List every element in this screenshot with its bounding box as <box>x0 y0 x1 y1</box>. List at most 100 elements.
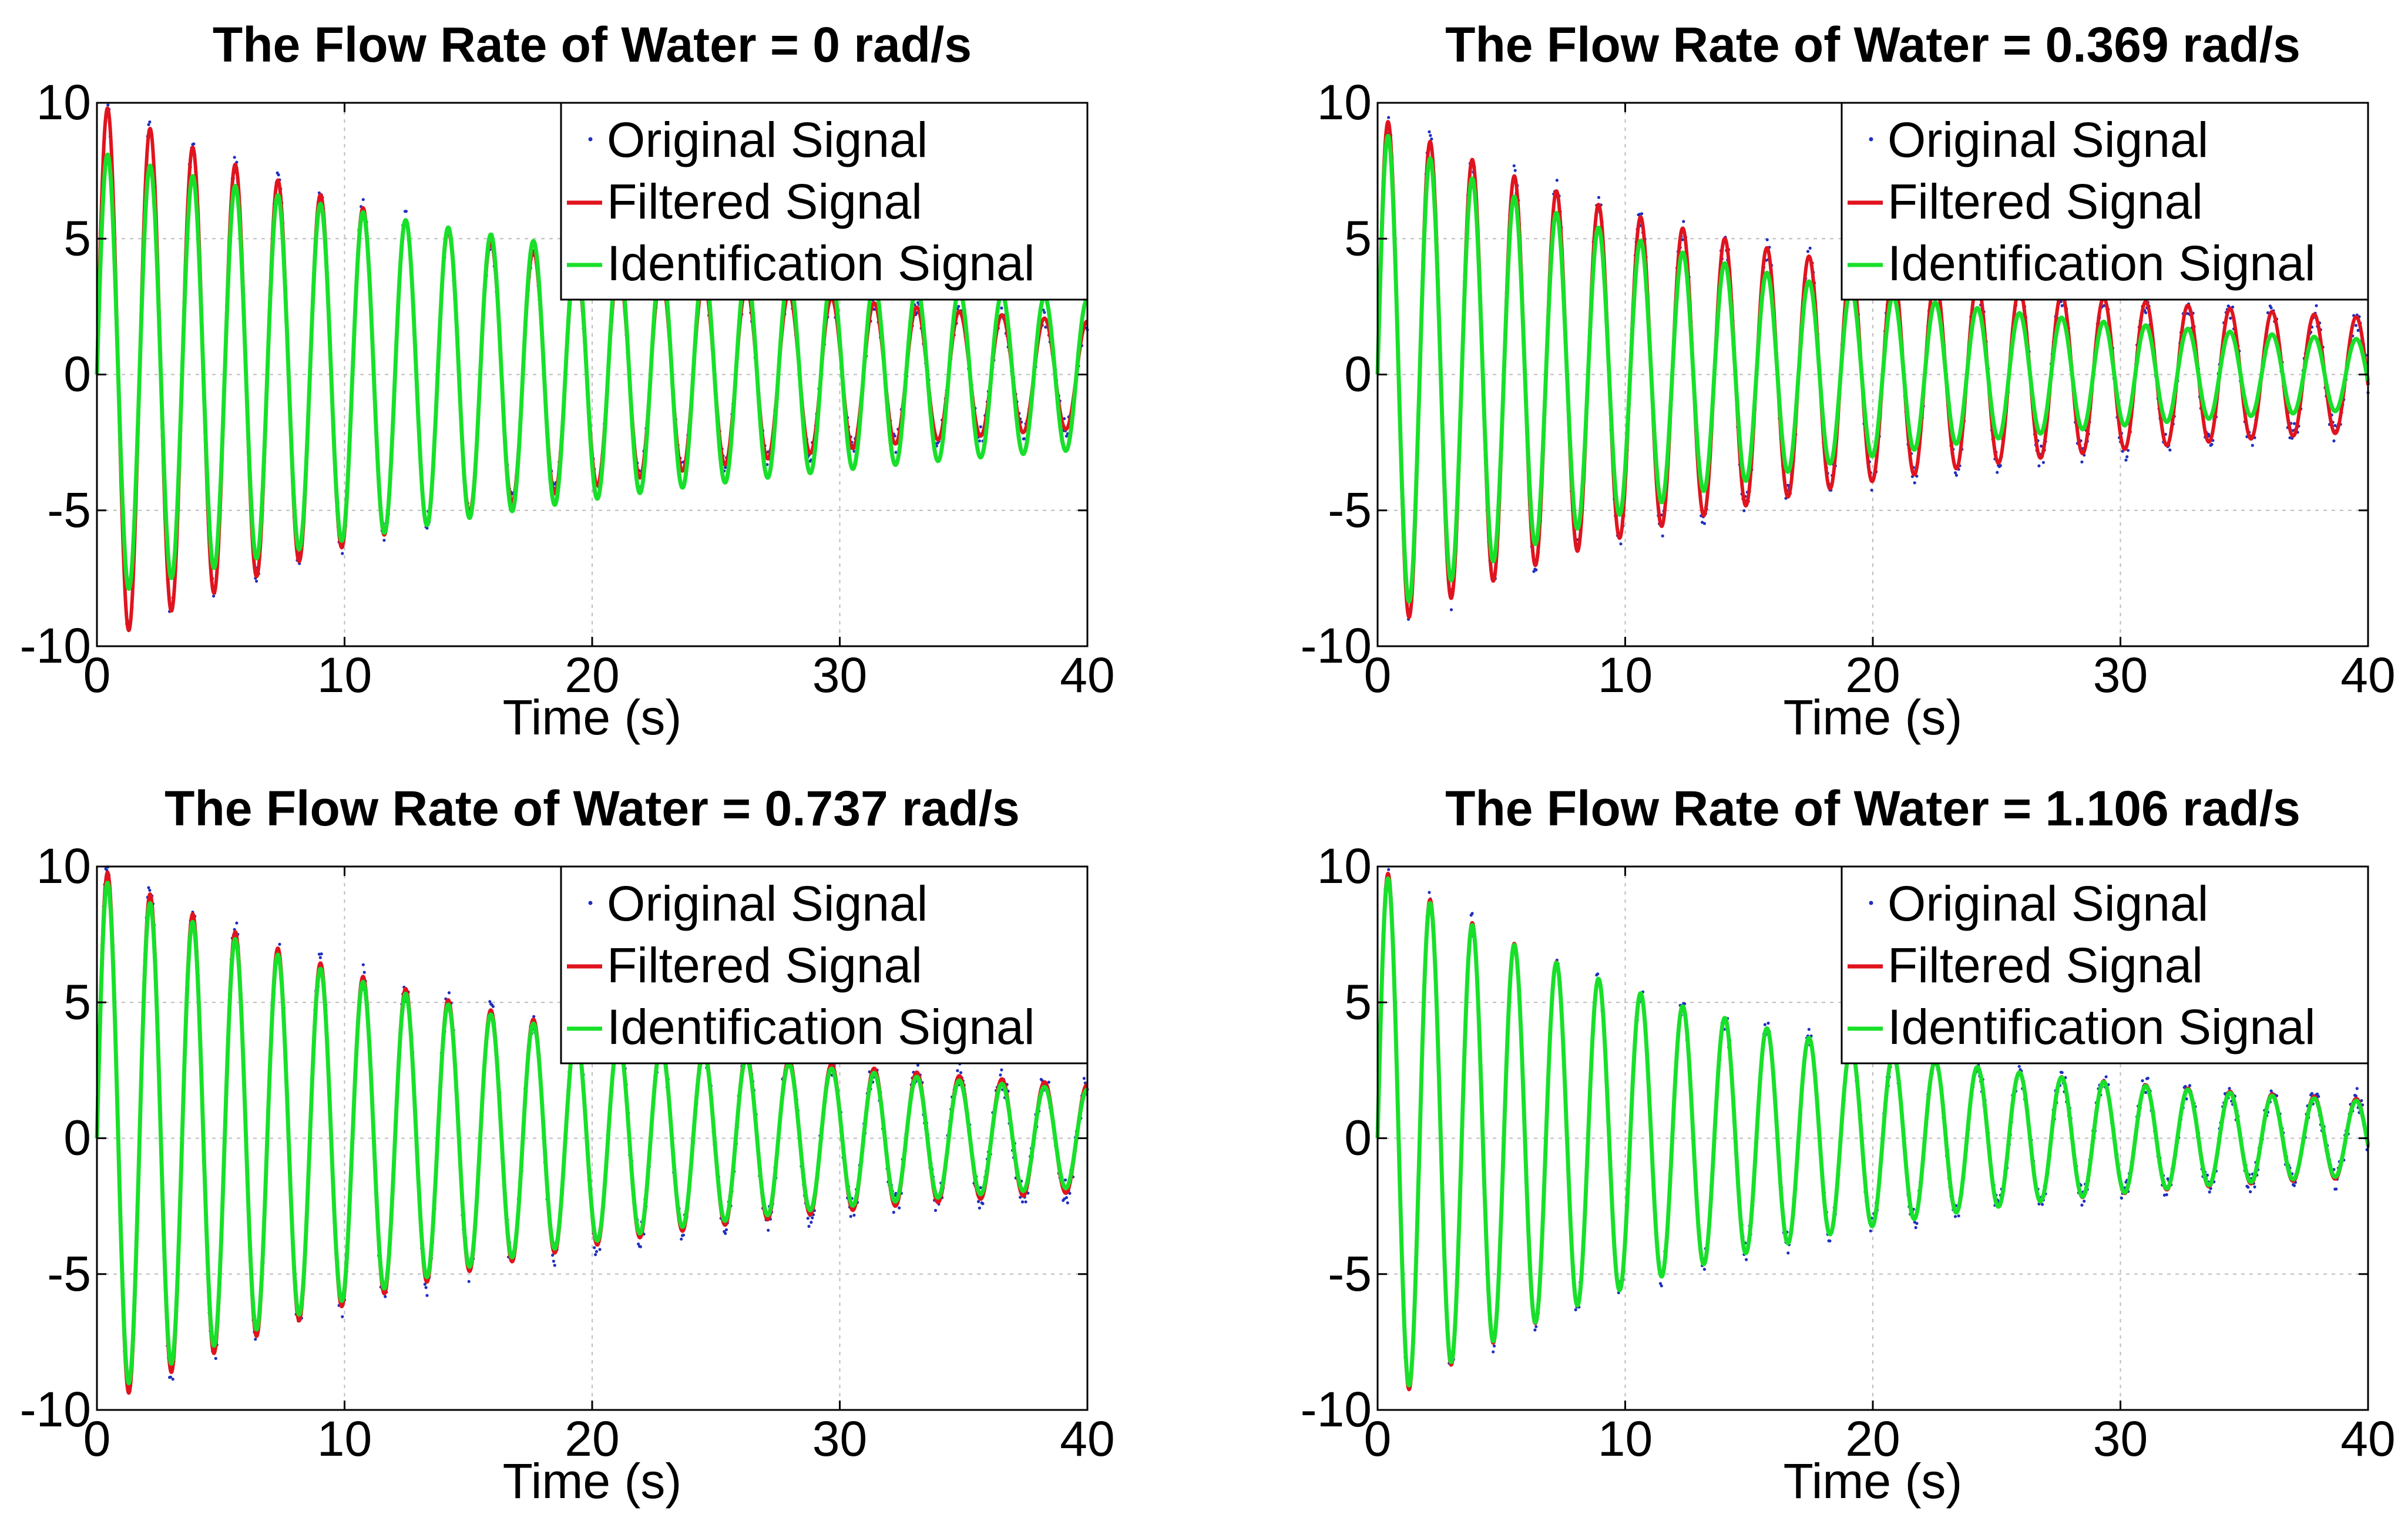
original-signal-point <box>807 1224 811 1228</box>
original-signal-point <box>278 942 281 946</box>
original-signal-point <box>2246 1186 2250 1189</box>
original-signal-point <box>2144 311 2148 314</box>
original-signal-point <box>1492 1350 1495 1354</box>
original-signal-point <box>810 1221 813 1224</box>
original-signal-point <box>681 1233 686 1237</box>
original-signal-point <box>2017 1064 2021 1068</box>
x-axis-label: Time (s) <box>503 690 682 745</box>
original-signal-point <box>2292 422 2296 425</box>
x-tick-label: 30 <box>812 1411 867 1466</box>
original-signal-point <box>1597 196 1601 199</box>
original-signal-point <box>171 1378 174 1381</box>
original-signal-point <box>598 1248 602 1251</box>
panel-title: The Flow Rate of Water = 0.369 rad/s <box>1445 17 2300 72</box>
original-signal-point <box>532 1015 536 1018</box>
legend-original-marker <box>1869 901 1873 905</box>
original-signal-point <box>2253 1185 2256 1188</box>
original-signal-point <box>1828 1239 1832 1243</box>
original-signal-point <box>277 173 280 177</box>
original-signal-point <box>2060 1071 2064 1074</box>
original-signal-point <box>849 1215 852 1218</box>
x-tick-label: 0 <box>1364 647 1392 703</box>
original-signal-point <box>767 1228 770 1232</box>
original-signal-point <box>491 1005 495 1008</box>
original-signal-point <box>593 1246 596 1250</box>
original-signal-point <box>639 1245 642 1248</box>
original-signal-point <box>1766 1022 1770 1025</box>
series-identification-signal <box>95 152 1089 591</box>
original-signal-point <box>1512 164 1516 167</box>
legend: Original Signal Filtered Signal Identifi… <box>1841 102 2369 301</box>
original-signal-point <box>1765 238 1769 241</box>
original-signal-point <box>1953 471 1957 475</box>
original-signal-point <box>317 952 321 956</box>
original-signal-point <box>2335 1187 2338 1191</box>
original-signal-point <box>1020 1200 1025 1204</box>
original-signal-point <box>981 1202 985 1205</box>
original-signal-point <box>553 1264 556 1267</box>
original-signal-point <box>1742 509 1746 512</box>
original-signal-point <box>341 552 344 555</box>
x-tick-label: 0 <box>83 647 111 703</box>
x-axis-label: Time (s) <box>1784 690 1963 745</box>
original-signal-point <box>852 449 856 453</box>
original-signal-point <box>724 1228 728 1231</box>
original-signal-point <box>341 1315 344 1318</box>
original-signal-point <box>1449 608 1453 612</box>
legend-identification-label: Identification Signal <box>1888 236 2315 291</box>
y-tick-label: 10 <box>36 75 91 130</box>
y-tick-label: 10 <box>36 838 91 894</box>
original-signal-point <box>1063 1178 1067 1182</box>
y-tick-label: 5 <box>1344 210 1372 266</box>
x-tick-label: 10 <box>317 1411 372 1466</box>
original-signal-point <box>1745 1258 1748 1261</box>
original-signal-point <box>467 1280 471 1283</box>
x-tick-label: 40 <box>2340 1411 2395 1466</box>
original-signal-point <box>424 1286 428 1289</box>
original-signal-point <box>1387 868 1391 871</box>
legend-original-marker <box>588 137 593 142</box>
original-signal-point <box>2127 449 2130 452</box>
x-tick-label: 20 <box>1845 647 1900 703</box>
plot-area <box>95 103 1089 633</box>
original-signal-point <box>594 1253 597 1257</box>
original-signal-point <box>1915 1221 1919 1225</box>
y-tick-label: -5 <box>1328 482 1372 538</box>
y-tick-label: 10 <box>1317 75 1372 130</box>
original-signal-point <box>1470 912 1474 915</box>
original-signal-point <box>552 1260 556 1263</box>
original-signal-point <box>1574 1308 1577 1312</box>
original-signal-point <box>2125 455 2129 459</box>
original-signal-point <box>2355 1087 2359 1090</box>
original-signal-point <box>1996 471 1999 474</box>
original-signal-point <box>1387 116 1391 119</box>
original-signal-point <box>425 526 429 530</box>
original-signal-point <box>1870 488 1873 492</box>
legend-box <box>560 102 1089 301</box>
original-signal-point <box>1807 1027 1811 1031</box>
original-signal-point <box>2120 1196 2123 1200</box>
original-signal-point <box>852 1213 856 1217</box>
panel-title: The Flow Rate of Water = 0.737 rad/s <box>164 781 1020 836</box>
original-signal-point <box>1066 1201 1069 1205</box>
x-axis-label: Time (s) <box>1784 1453 1963 1509</box>
y-tick-label: -10 <box>20 618 91 673</box>
original-signal-point <box>106 103 110 107</box>
original-signal-point <box>1914 1226 1917 1230</box>
y-tick-label: 10 <box>1317 838 1372 894</box>
y-tick-label: 5 <box>63 974 91 1029</box>
original-signal-point <box>892 1211 895 1214</box>
original-signal-point <box>1428 130 1431 133</box>
panel-flow-0: The Flow Rate of Water = 0 rad/s 0 10 20 30… <box>20 17 1115 745</box>
original-signal-point <box>2208 1190 2211 1194</box>
x-tick-label: 40 <box>1060 1411 1114 1466</box>
original-signal-point <box>148 120 152 124</box>
original-signal-point <box>1533 1328 1537 1332</box>
legend-box <box>1841 102 2369 301</box>
original-signal-point <box>1786 483 1790 487</box>
original-signal-point <box>1024 1200 1027 1204</box>
legend-identification-label: Identification Signal <box>607 236 1035 291</box>
original-signal-point <box>1806 250 1810 253</box>
original-signal-point <box>2080 1203 2084 1207</box>
original-signal-point <box>2102 304 2105 307</box>
